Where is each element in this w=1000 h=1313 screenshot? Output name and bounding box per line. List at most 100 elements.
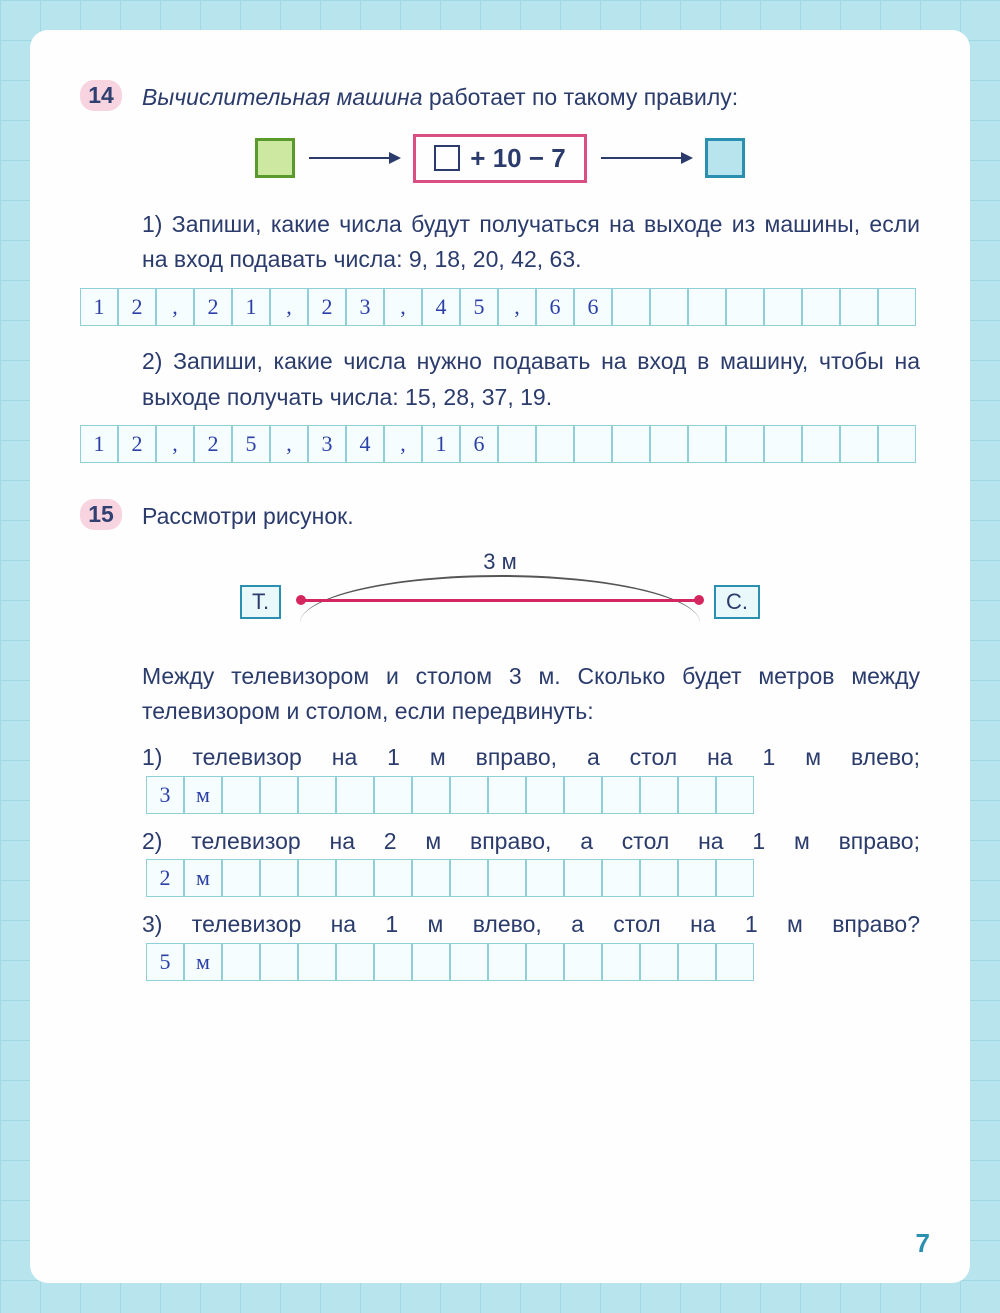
answer-cell[interactable]	[222, 859, 260, 897]
answer-cell[interactable]: 5	[460, 288, 498, 326]
answer-cell[interactable]	[726, 425, 764, 463]
answer-cell[interactable]	[612, 425, 650, 463]
answer-cell[interactable]	[488, 943, 526, 981]
task15-sub3-answer[interactable]: 5м	[146, 943, 754, 981]
answer-cell[interactable]	[688, 425, 726, 463]
answer-cell[interactable]	[336, 776, 374, 814]
answer-cell[interactable]	[678, 859, 716, 897]
answer-cell[interactable]: 3	[308, 425, 346, 463]
answer-cell[interactable]	[764, 288, 802, 326]
answer-cell[interactable]: ,	[270, 425, 308, 463]
answer-cell[interactable]	[726, 288, 764, 326]
answer-cell[interactable]: 2	[118, 288, 156, 326]
answer-cell[interactable]	[374, 943, 412, 981]
answer-cell[interactable]	[488, 859, 526, 897]
answer-cell[interactable]	[298, 943, 336, 981]
answer-cell[interactable]	[640, 776, 678, 814]
task-15: 15 Рассмотри рисунок. 3 м Т. С. Между те…	[80, 499, 920, 981]
answer-cell[interactable]	[640, 943, 678, 981]
task15-sub3-text: 3) телевизор на 1 м влево, а стол на 1 м…	[142, 911, 920, 937]
answer-cell[interactable]: 6	[536, 288, 574, 326]
answer-cell[interactable]	[650, 288, 688, 326]
answer-cell[interactable]	[602, 776, 640, 814]
answer-cell[interactable]	[716, 943, 754, 981]
answer-cell[interactable]	[222, 943, 260, 981]
answer-cell[interactable]: 2	[194, 425, 232, 463]
answer-cell[interactable]: м	[184, 776, 222, 814]
task14-part1-answer[interactable]: 12,21,23,45,66	[80, 288, 920, 326]
answer-cell[interactable]: 3	[346, 288, 384, 326]
answer-cell[interactable]	[716, 859, 754, 897]
answer-cell[interactable]: ,	[156, 425, 194, 463]
answer-cell[interactable]	[716, 776, 754, 814]
answer-cell[interactable]: 3	[146, 776, 184, 814]
answer-cell[interactable]	[412, 943, 450, 981]
answer-cell[interactable]	[260, 859, 298, 897]
answer-cell[interactable]: 1	[80, 288, 118, 326]
answer-cell[interactable]: 6	[460, 425, 498, 463]
answer-cell[interactable]: 1	[80, 425, 118, 463]
answer-cell[interactable]: ,	[384, 288, 422, 326]
answer-cell[interactable]	[802, 425, 840, 463]
answer-cell[interactable]	[878, 288, 916, 326]
answer-cell[interactable]	[526, 859, 564, 897]
answer-cell[interactable]: 2	[118, 425, 156, 463]
answer-cell[interactable]	[678, 776, 716, 814]
answer-cell[interactable]	[564, 943, 602, 981]
answer-cell[interactable]	[336, 943, 374, 981]
answer-cell[interactable]: 4	[346, 425, 384, 463]
answer-cell[interactable]	[298, 859, 336, 897]
answer-cell[interactable]: 2	[194, 288, 232, 326]
answer-cell[interactable]: ,	[270, 288, 308, 326]
answer-cell[interactable]: ,	[498, 288, 536, 326]
answer-cell[interactable]	[488, 776, 526, 814]
answer-cell[interactable]	[498, 425, 536, 463]
answer-cell[interactable]: 5	[232, 425, 270, 463]
answer-cell[interactable]: 6	[574, 288, 612, 326]
answer-cell[interactable]: 5	[146, 943, 184, 981]
answer-cell[interactable]	[602, 943, 640, 981]
answer-cell[interactable]	[574, 425, 612, 463]
answer-cell[interactable]: м	[184, 943, 222, 981]
answer-cell[interactable]	[802, 288, 840, 326]
answer-cell[interactable]	[450, 943, 488, 981]
answer-cell[interactable]	[450, 776, 488, 814]
answer-cell[interactable]	[678, 943, 716, 981]
answer-cell[interactable]	[298, 776, 336, 814]
answer-cell[interactable]	[840, 425, 878, 463]
answer-cell[interactable]: 1	[232, 288, 270, 326]
answer-cell[interactable]	[650, 425, 688, 463]
answer-cell[interactable]: 2	[146, 859, 184, 897]
answer-cell[interactable]	[840, 288, 878, 326]
answer-cell[interactable]	[878, 425, 916, 463]
answer-cell[interactable]: ,	[156, 288, 194, 326]
answer-cell[interactable]	[222, 776, 260, 814]
answer-cell[interactable]	[412, 776, 450, 814]
task14-part2-answer[interactable]: 12,25,34,16	[80, 425, 920, 463]
answer-cell[interactable]	[336, 859, 374, 897]
answer-cell[interactable]	[374, 776, 412, 814]
answer-cell[interactable]	[260, 943, 298, 981]
task15-sub2-answer[interactable]: 2м	[146, 859, 754, 897]
answer-cell[interactable]	[602, 859, 640, 897]
answer-cell[interactable]	[374, 859, 412, 897]
answer-cell[interactable]: 4	[422, 288, 460, 326]
answer-cell[interactable]	[640, 859, 678, 897]
answer-cell[interactable]	[260, 776, 298, 814]
answer-cell[interactable]	[526, 943, 564, 981]
answer-cell[interactable]	[564, 776, 602, 814]
task15-sub1-answer[interactable]: 3м	[146, 776, 754, 814]
answer-cell[interactable]	[412, 859, 450, 897]
answer-cell[interactable]	[526, 776, 564, 814]
answer-cell[interactable]	[612, 288, 650, 326]
answer-cell[interactable]: 2	[308, 288, 346, 326]
answer-cell[interactable]	[688, 288, 726, 326]
answer-cell[interactable]	[764, 425, 802, 463]
answer-cell[interactable]: м	[184, 859, 222, 897]
answer-cell[interactable]	[536, 425, 574, 463]
arrow-icon	[601, 157, 691, 159]
answer-cell[interactable]: 1	[422, 425, 460, 463]
answer-cell[interactable]: ,	[384, 425, 422, 463]
answer-cell[interactable]	[450, 859, 488, 897]
answer-cell[interactable]	[564, 859, 602, 897]
